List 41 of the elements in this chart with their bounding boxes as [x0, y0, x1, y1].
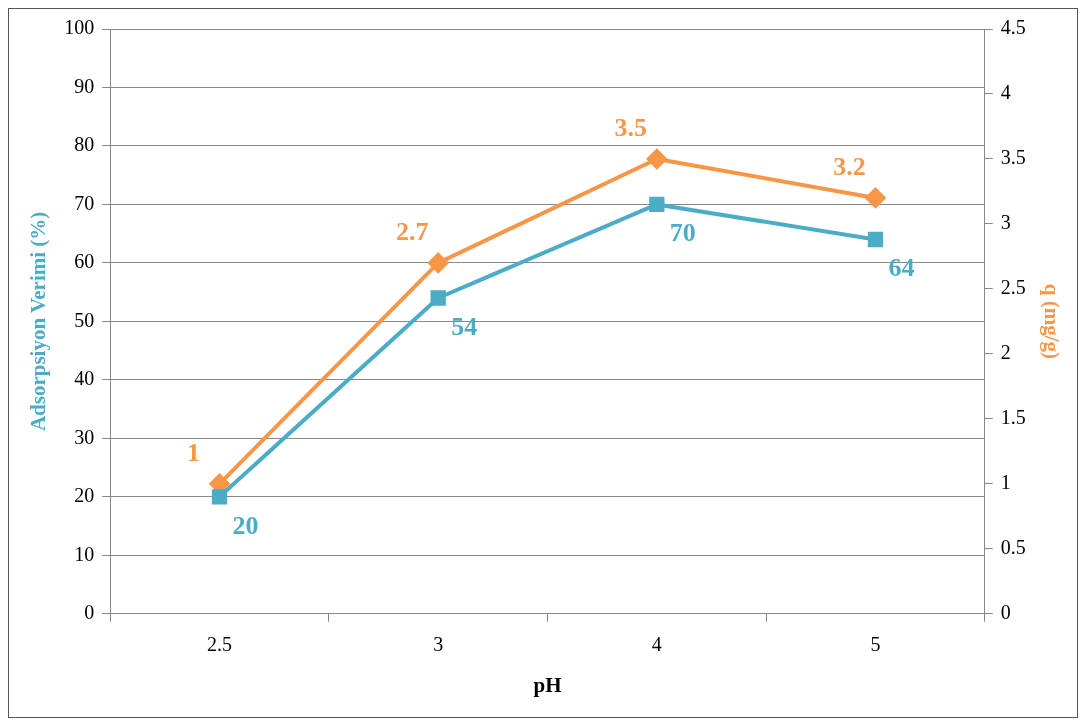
y2-tick-label: 4.5 [1000, 16, 1026, 39]
point [430, 290, 446, 306]
x-axis-title: pH [533, 672, 562, 697]
y2-tick-label: 4 [1000, 81, 1011, 104]
y-tick-label: 60 [74, 250, 95, 273]
data-label: 2.7 [395, 216, 429, 246]
data-label: 3.5 [614, 112, 648, 142]
y-axis-title: Adsorpsiyon Verimi (%) [26, 211, 51, 432]
y-tick-label: 10 [74, 542, 95, 565]
data-label: 20 [232, 510, 259, 540]
x-tick-label: 3 [433, 633, 444, 656]
y2-tick-label: 1 [1000, 471, 1011, 494]
y2-tick-label: 2 [1000, 341, 1011, 364]
y2-tick-label: 0 [1000, 601, 1011, 624]
point [646, 148, 667, 169]
y2-tick-label: 3.5 [1000, 146, 1026, 169]
y2-tick-label: 1.5 [1000, 406, 1026, 429]
y-tick-label: 40 [74, 367, 95, 390]
y-tick-label: 100 [64, 16, 95, 39]
y-tick-label: 80 [74, 133, 95, 156]
x-tick-label: 2.5 [207, 633, 233, 656]
y-tick-label: 30 [74, 425, 95, 448]
point [865, 187, 886, 208]
y2-tick-label: 2.5 [1000, 276, 1026, 299]
y-tick-label: 20 [74, 484, 95, 507]
y2-tick-label: 0.5 [1000, 536, 1026, 559]
data-label: 70 [669, 218, 696, 248]
y-tick-label: 0 [84, 601, 95, 624]
y2-axis-title: q (mg/g) [1039, 283, 1064, 360]
data-label: 3.2 [833, 151, 866, 181]
y2-tick-label: 3 [1000, 211, 1011, 234]
x-tick-label: 5 [870, 633, 881, 656]
point [428, 252, 449, 273]
point [649, 196, 665, 213]
x-tick-label: 4 [651, 633, 662, 656]
y-tick-label: 90 [74, 74, 95, 97]
y-tick-label: 50 [74, 308, 95, 331]
data-label: 1 [187, 437, 201, 467]
y-tick-label: 70 [74, 191, 95, 214]
point [211, 489, 228, 505]
point [867, 231, 884, 248]
